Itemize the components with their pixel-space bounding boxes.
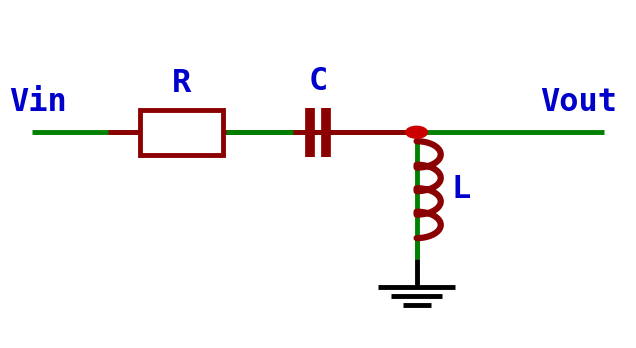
Text: Vout: Vout <box>540 87 618 118</box>
Text: R: R <box>172 68 191 99</box>
Text: L: L <box>452 174 471 205</box>
Text: Vin: Vin <box>10 87 67 118</box>
Text: C: C <box>308 66 328 97</box>
FancyBboxPatch shape <box>140 110 223 155</box>
Circle shape <box>406 126 427 138</box>
